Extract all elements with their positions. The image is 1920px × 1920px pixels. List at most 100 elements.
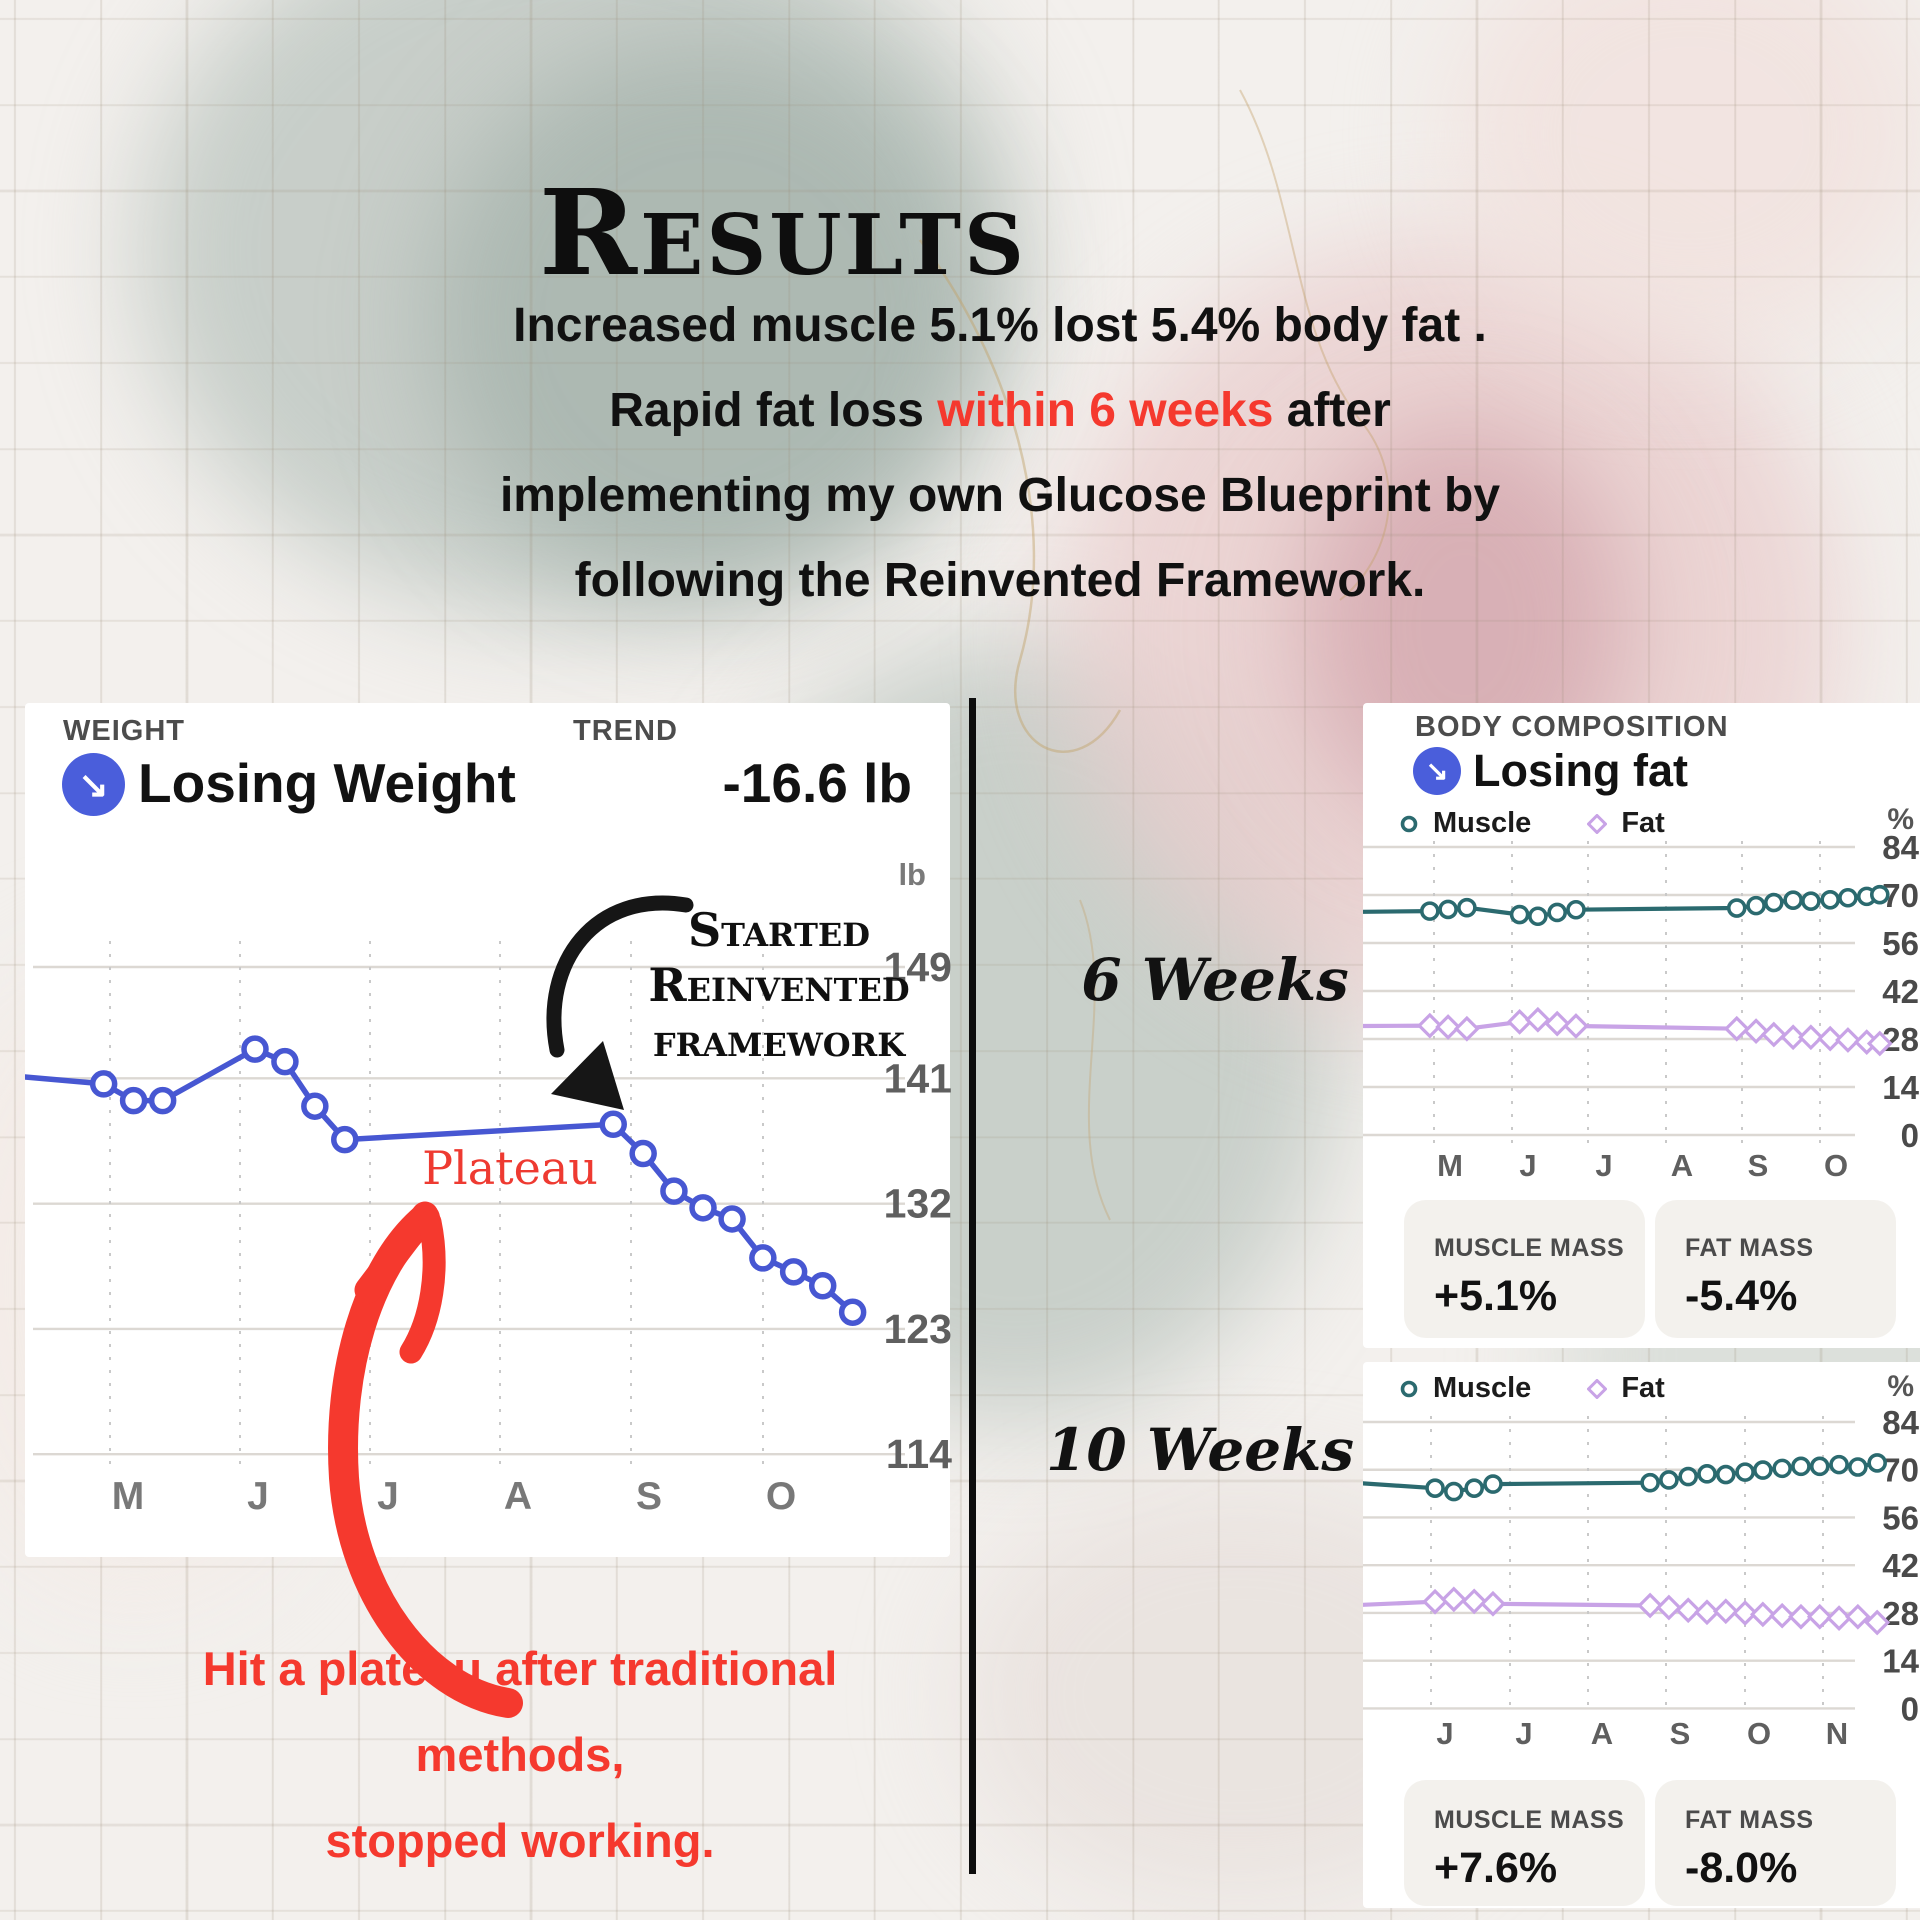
muscle-data-marker [1820, 890, 1840, 910]
down-right-arrow-icon: ↘ [78, 763, 109, 805]
muscle-data-marker [1715, 1464, 1736, 1485]
fat-data-marker [1798, 1024, 1824, 1051]
fat-data-marker [1866, 1030, 1893, 1057]
intro-text: Increased muscle 5.1% lost 5.4% body fat… [375, 283, 1625, 623]
footer-line-3: stopped working. [325, 1814, 715, 1867]
fat-data-marker [1844, 1603, 1871, 1630]
legend-fat-label: Fat [1621, 807, 1665, 839]
fat-data-marker [1732, 1600, 1758, 1626]
body-composition-status: Losing fat [1473, 745, 1688, 796]
weight-data-marker [689, 1194, 717, 1222]
stat-value: +5.1% [1434, 1272, 1558, 1320]
stat-value: -5.4% [1685, 1272, 1798, 1320]
watercolor-blob [1450, 0, 1920, 350]
stat-label: MUSCLE MASS [1434, 1234, 1625, 1262]
fat-data-marker [1712, 1598, 1739, 1625]
watercolor-blob [430, 40, 990, 600]
muscle-data-marker [1801, 891, 1821, 911]
muscle-data-marker [1809, 1456, 1830, 1477]
six-weeks-label: 6 Weeks [1081, 946, 1349, 1014]
muscle-data-marker [1867, 1453, 1887, 1473]
muscle-data-marker [1829, 1454, 1849, 1475]
y-tick-label: 123 [884, 1306, 952, 1352]
body-composition-card-6w: BODY COMPOSITION ↘ Losing fat Muscle Fat… [1363, 703, 1920, 1348]
plateau-annotation: Plateau [422, 1141, 598, 1195]
muscle-data-marker [1464, 1478, 1484, 1498]
muscle-data-marker [1678, 1466, 1699, 1487]
weight-data-marker [779, 1258, 808, 1286]
x-tick-label: N [1826, 1716, 1848, 1751]
x-tick-label: M [112, 1475, 145, 1513]
fat-data-marker [1826, 1605, 1852, 1631]
muscle-data-marker [1735, 1462, 1755, 1482]
y-axis-unit: lb [898, 857, 926, 892]
started-framework-annotation: Started Reinvented framework [648, 903, 910, 1067]
trend-label: TREND [573, 715, 678, 747]
y-tick-label: 141 [884, 1055, 952, 1101]
muscle-data-marker [1848, 1457, 1868, 1477]
fat-data-marker [1835, 1027, 1861, 1053]
weight-category-label: WEIGHT [63, 715, 185, 747]
fat-legend-marker-icon [1587, 813, 1608, 834]
intro-line-3: implementing my own Glucose Blueprint by [499, 469, 1501, 522]
muscle-data-marker [1566, 899, 1586, 920]
muscle-data-marker [1438, 899, 1458, 920]
y-tick-label: 42 [1882, 1547, 1919, 1584]
weight-data-marker [271, 1047, 299, 1076]
y-tick-label: 14 [1882, 1643, 1919, 1680]
muscle-data-marker [1764, 892, 1784, 913]
fat-data-marker [1656, 1594, 1682, 1621]
weight-data-marker [749, 1244, 777, 1272]
weight-data-marker [629, 1139, 657, 1168]
fat-data-marker [1435, 1014, 1461, 1040]
muscle-data-marker [1772, 1458, 1792, 1479]
fat-data-marker [1743, 1018, 1769, 1044]
muscle-data-marker [1509, 904, 1530, 925]
fat-data-marker [1749, 1601, 1776, 1628]
fat-data-marker [1422, 1588, 1448, 1615]
fat-data-marker [1480, 1590, 1506, 1617]
y-tick-label: 14 [1882, 1069, 1919, 1106]
losing-weight-trend-icon: ↘ [62, 753, 125, 816]
fat-data-marker [1806, 1603, 1833, 1630]
footer-line-1: Hit a plateau after traditional [202, 1642, 838, 1695]
fat-data-marker [1694, 1599, 1720, 1626]
stat-label: FAT MASS [1685, 1234, 1814, 1262]
fat-data-marker [1416, 1012, 1443, 1039]
x-tick-label: J [247, 1475, 269, 1513]
muscle-data-marker [1457, 897, 1477, 918]
x-tick-label: S [1670, 1716, 1691, 1751]
muscle-mass-stat-box: MUSCLE MASS +7.6% [1404, 1780, 1645, 1906]
x-tick-label: S [636, 1475, 662, 1513]
weight-data-marker [660, 1177, 688, 1205]
y-tick-label: 0 [1901, 1690, 1919, 1727]
muscle-legend-marker-icon [1400, 815, 1418, 832]
fat-data-marker [1454, 1015, 1480, 1042]
fat-data-marker [1760, 1021, 1787, 1048]
weight-data-marker [718, 1205, 746, 1233]
x-tick-label: A [1671, 1148, 1693, 1183]
y-axis-unit: % [1887, 803, 1914, 836]
x-tick-label: A [1591, 1716, 1613, 1751]
y-tick-label: 0 [1901, 1117, 1919, 1154]
muscle-data-marker [1753, 1460, 1773, 1480]
x-tick-label: O [1824, 1148, 1848, 1183]
x-tick-label: J [1595, 1148, 1612, 1183]
page-title: Results [539, 163, 1027, 303]
fat-data-marker [1675, 1597, 1702, 1624]
down-right-arrow-icon: ↘ [1425, 755, 1449, 786]
body-composition-card-10w: Muscle Fat % 84 70 56 42 28 14 0 J J A S O N MUSCLE … [1363, 1362, 1920, 1908]
muscle-data-marker [1783, 890, 1803, 910]
stat-label: MUSCLE MASS [1434, 1806, 1625, 1834]
intro-line-4: following the Reinvented Framework. [574, 554, 1426, 607]
legend-fat-label: Fat [1621, 1372, 1665, 1404]
weight-card: WEIGHT TREND ↘ Losing Weight -16.6 lb lb… [25, 703, 952, 1557]
muscle-data-marker [1791, 1456, 1811, 1477]
y-tick-label: 114 [886, 1431, 952, 1477]
trend-value: -16.6 lb [722, 752, 912, 814]
intro-highlight: within 6 weeks [937, 384, 1274, 437]
y-tick-label: 70 [1882, 1452, 1919, 1489]
muscle-data-marker [1726, 898, 1747, 918]
fat-mass-stat-box: FAT MASS -5.4% [1655, 1200, 1896, 1338]
